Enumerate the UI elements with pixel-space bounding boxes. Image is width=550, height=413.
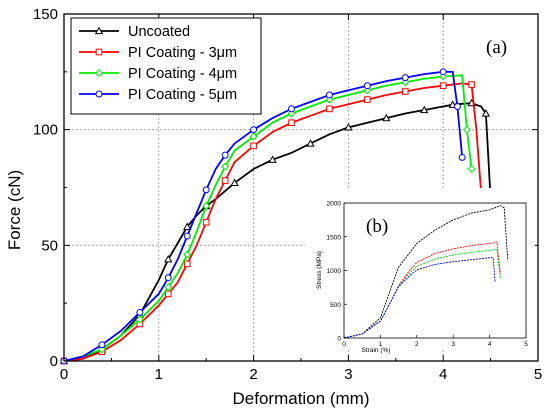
data-point (135, 315, 144, 324)
inset-y-tick-label: 500 (330, 302, 341, 309)
inset-y-tick-label: 1000 (327, 268, 342, 275)
data-point (183, 260, 191, 268)
legend-item: PI Coating - 4μm (79, 66, 237, 82)
inset-y-tick-label: 1500 (327, 234, 342, 241)
data-point (481, 109, 491, 117)
inset-axis-ticks: 0 1 2 3 4 5 0 500 1000 1500 2000 (327, 201, 529, 349)
data-point (250, 142, 257, 150)
data-point (221, 162, 230, 171)
data-point (98, 341, 106, 349)
data-point (164, 254, 173, 263)
data-point (164, 274, 172, 282)
data-point (250, 126, 258, 134)
panel-label-a: (a) (486, 37, 507, 58)
x-tick-label: 5 (534, 366, 542, 383)
data-point (401, 88, 409, 95)
data-point (439, 68, 447, 76)
data-point (325, 91, 333, 99)
x-tick-label: 0 (60, 366, 68, 383)
legend-label: Uncoated (128, 24, 190, 40)
inset-y-tick-label: 0 (337, 336, 341, 343)
data-point (363, 82, 371, 90)
legend-item: PI Coating - 5μm (79, 87, 237, 103)
x-tick-label: 2 (249, 366, 257, 383)
legend-item: PI Coating - 3μm (79, 45, 237, 61)
data-point (401, 74, 409, 82)
y-tick-label: 100 (33, 122, 58, 139)
inset-x-tick-label: 2 (415, 341, 419, 348)
data-point (221, 151, 229, 159)
data-point (364, 96, 371, 103)
legend-swatch-marker (94, 68, 104, 78)
data-point (136, 308, 144, 316)
legend: Uncoated PI Coating - 3μm PI Coating - 4μm… (70, 17, 262, 115)
series-line (63, 74, 473, 362)
data-point (420, 105, 429, 114)
data-point (439, 82, 447, 90)
data-point (468, 81, 475, 88)
data-point (202, 186, 210, 194)
x-tick-label: 4 (439, 366, 447, 383)
y-axis-title: Force (cN) (5, 170, 24, 250)
data-point (249, 132, 258, 141)
data-point (467, 164, 476, 174)
inset-series-group (343, 205, 509, 339)
data-point (183, 250, 192, 259)
x-tick-label: 3 (344, 366, 352, 383)
data-point (202, 218, 210, 226)
y-tick-label: 50 (41, 237, 58, 254)
panel-label-b: (b) (366, 216, 388, 237)
data-point (268, 155, 277, 163)
data-point (202, 201, 211, 211)
data-point (288, 105, 295, 113)
x-tick-label: 1 (155, 366, 163, 383)
data-point (230, 178, 239, 187)
data-point (462, 125, 471, 134)
data-point (344, 123, 353, 131)
inset-series-line (343, 205, 509, 339)
series-4 (60, 68, 466, 365)
legend-label: PI Coating - 5μm (128, 87, 237, 103)
legend-swatch-marker (95, 48, 103, 56)
inset-x-tick-label: 5 (524, 341, 528, 348)
data-point (183, 232, 191, 240)
data-point (288, 119, 295, 127)
data-point (458, 153, 466, 161)
data-point (382, 113, 391, 122)
x-axis-title: Deformation (mm) (233, 389, 370, 408)
data-point (306, 139, 315, 147)
data-point (326, 105, 333, 113)
data-point (183, 222, 192, 230)
inset-y-axis-title: Stress (MPa) (316, 251, 323, 289)
y-tick-label: 0 (50, 353, 58, 370)
legend-swatch-marker (94, 26, 104, 35)
y-tick-label: 150 (33, 6, 58, 23)
series-line (63, 70, 464, 362)
inset-stress-strain-chart: 0 1 2 3 4 5 0 500 1000 1500 2000 Strain (%) Stress… (305, 188, 535, 354)
inset-x-tick-label: 0 (342, 341, 346, 348)
legend-swatch-marker (95, 90, 103, 98)
legend-label: PI Coating - 3μm (128, 45, 237, 61)
inset-y-tick-label: 2000 (327, 201, 342, 208)
legend-label: PI Coating - 4μm (128, 66, 237, 82)
inset-x-tick-label: 3 (451, 341, 455, 348)
inset-x-axis-title: Strain (%) (362, 347, 391, 354)
data-point (164, 290, 172, 298)
inset-background (305, 188, 535, 348)
data-point (164, 282, 173, 291)
inset-x-tick-label: 4 (488, 341, 492, 348)
inset-series-line (343, 257, 496, 339)
data-point (221, 177, 229, 184)
inset-x-tick-label: 1 (379, 341, 383, 348)
data-point (453, 103, 461, 111)
legend-item: Uncoated (79, 24, 190, 40)
